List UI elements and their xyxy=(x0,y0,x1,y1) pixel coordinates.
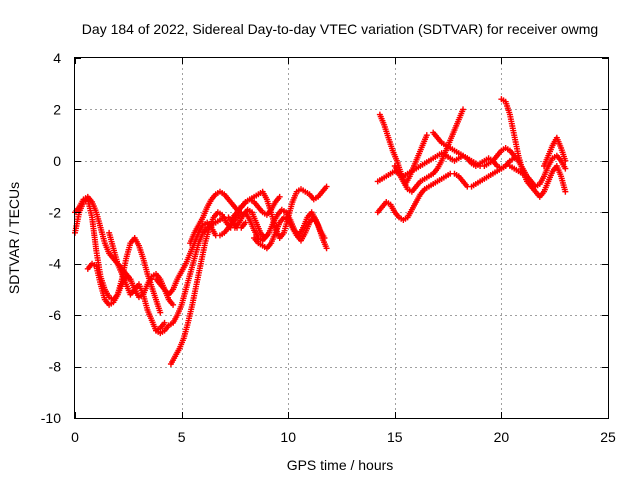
data-point xyxy=(562,157,569,164)
data-point xyxy=(460,106,467,113)
y-tick-label: -10 xyxy=(41,410,61,426)
data-point xyxy=(323,245,330,252)
x-tick-label: 25 xyxy=(600,429,616,445)
series-sat-q xyxy=(541,134,569,169)
y-tick-label: -6 xyxy=(49,307,62,323)
data-layer xyxy=(72,96,569,367)
series-sat-d xyxy=(106,229,168,334)
x-tick-label: 10 xyxy=(280,429,296,445)
y-tick-label: -2 xyxy=(49,204,62,220)
data-point xyxy=(423,132,430,139)
series-sat-f xyxy=(153,214,249,337)
y-tick-label: 2 xyxy=(53,101,61,117)
data-point xyxy=(127,276,134,283)
data-point xyxy=(562,165,569,172)
data-point xyxy=(157,309,164,316)
grid-layer xyxy=(75,58,608,418)
data-point xyxy=(562,188,569,195)
data-point xyxy=(170,301,177,308)
chart-title: Day 184 of 2022, Sidereal Day-to-day VTE… xyxy=(82,21,598,37)
series-sat-i xyxy=(229,183,330,241)
x-tick-label: 0 xyxy=(71,429,79,445)
x-tick-label: 5 xyxy=(178,429,186,445)
y-tick-label: -4 xyxy=(49,256,62,272)
x-axis-label: GPS time / hours xyxy=(287,457,394,473)
series-sat-k xyxy=(374,163,526,223)
data-point xyxy=(276,193,283,200)
series-sat-j xyxy=(251,214,330,252)
y-tick-label: 4 xyxy=(53,50,61,66)
series-sat-p xyxy=(498,96,569,200)
x-tick-label: 20 xyxy=(494,429,510,445)
data-point xyxy=(242,219,249,226)
data-point xyxy=(161,319,168,326)
y-tick-label: 0 xyxy=(53,153,61,169)
data-point xyxy=(323,183,330,190)
series-sat-a xyxy=(72,196,177,308)
x-tick-label: 15 xyxy=(387,429,403,445)
series-sat-e xyxy=(148,209,270,298)
y-axis-label: SDTVAR / TECUs xyxy=(6,182,22,294)
y-tick-label: -8 xyxy=(49,359,62,375)
plot-frame xyxy=(74,57,609,419)
